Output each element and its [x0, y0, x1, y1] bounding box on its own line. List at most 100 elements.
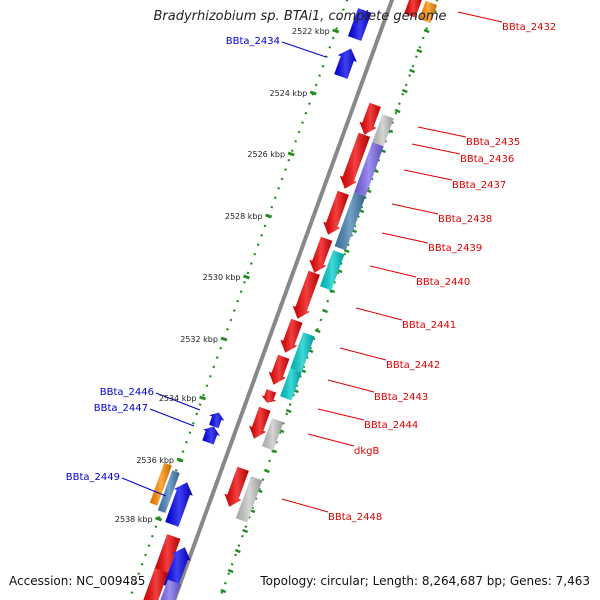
leader-line	[339, 347, 387, 361]
leader-line	[121, 477, 167, 497]
leader-line	[457, 11, 503, 23]
gene-label-forward: BBta_2442	[386, 360, 440, 371]
leader-line	[149, 408, 195, 427]
scale-tick-mark	[176, 457, 184, 463]
gene-labels: BBta_2432 BBta_2435 BBta_2436 BBta_2437 BBta…	[66, 22, 556, 523]
scale-tick-label: 2530 kbp	[203, 273, 241, 282]
gene-arrow-shading	[163, 547, 191, 590]
leader-line	[403, 169, 453, 181]
outer-tick-mark	[220, 588, 227, 594]
gene-arrow-shading	[154, 534, 181, 575]
outer-tick-mark	[409, 68, 416, 74]
gene-arrow-shading	[334, 192, 366, 251]
gene-arrow-shading	[290, 332, 315, 373]
backbone-line	[172, 0, 395, 600]
outer-tick-mark	[285, 408, 292, 414]
gene-arrow-shading	[371, 114, 394, 149]
gene-arrow-shading	[262, 418, 284, 451]
leader-line	[355, 307, 403, 321]
outer-tick-mark	[271, 448, 278, 454]
outer-tick-mark	[234, 548, 241, 554]
gene-arrow-shading	[348, 8, 372, 41]
gene-label-reverse: BBta_2434	[226, 36, 280, 47]
outer-tick-mark	[242, 528, 249, 534]
gene-arrow-shading	[224, 466, 249, 507]
gene-label-forward: BBta_2435	[466, 137, 520, 148]
leader-line	[317, 408, 365, 421]
gene-arrow-shading	[280, 318, 303, 353]
gene-arrow-shading	[235, 476, 263, 523]
scale-tick-mark	[332, 28, 340, 34]
gene-label-reverse: BBta_2449	[66, 472, 120, 483]
topology-text: Topology: circular; Length: 8,264,687 bp…	[260, 574, 590, 588]
outer-tick-mark	[416, 48, 423, 54]
outer-tick-mark	[263, 468, 270, 474]
gene-label-forward: BBta_2432	[502, 22, 556, 33]
leader-line	[417, 126, 467, 138]
label-leader-lines	[121, 11, 503, 513]
leader-line	[155, 392, 201, 411]
outer-tick-mark	[329, 288, 336, 294]
outer-tick-mark	[394, 108, 401, 114]
gene-arrow-shading	[334, 48, 357, 79]
scale-tick-mark	[199, 395, 207, 401]
gene-arrow-shading	[143, 568, 169, 600]
gene-arrow-shading	[261, 389, 277, 403]
scale-tick-mark	[265, 213, 273, 219]
scale-tick-label: 2536 kbp	[136, 456, 174, 465]
outer-tick-mark	[314, 328, 321, 334]
scale-tick-mark	[242, 274, 250, 280]
leader-line	[281, 498, 329, 513]
outer-tick-mark	[343, 248, 350, 254]
gene-label-forward: BBta_2444	[364, 420, 418, 431]
genome-backbone	[172, 0, 395, 600]
gene-label-reverse: BBta_2447	[94, 403, 148, 414]
gene-arrow-shading	[320, 250, 345, 291]
scale-tick-mark	[309, 90, 317, 96]
gene-arrow-shading	[404, 0, 422, 18]
gene-arrow-shading	[160, 579, 181, 600]
gene-label-forward: BBta_2439	[428, 243, 482, 254]
gene-label-forward: BBta_2443	[374, 392, 428, 403]
scale-tick-label: 2528 kbp	[225, 212, 263, 221]
gene-arrow-shading	[249, 406, 271, 439]
gene-arrow-shading	[323, 190, 349, 235]
gene-label-forward: dkgB	[354, 446, 379, 457]
gene-arrow-shading	[149, 462, 172, 506]
scale-tick-labels: 2522 kbp 2524 kbp 2526 kbp 2528 kbp 2530 kbp…	[115, 27, 340, 524]
gene-label-forward: BBta_2441	[402, 320, 456, 331]
gene-label-forward: BBta_2440	[416, 277, 470, 288]
map-title: Bradyrhizobium sp. BTAi1, complete genom…	[153, 9, 447, 24]
gene-label-reverse: BBta_2446	[100, 387, 154, 398]
gene-arrow-shading	[339, 132, 370, 189]
scale-tick-mark	[155, 516, 163, 522]
scale-tick-label: 2538 kbp	[115, 515, 153, 524]
scale-tick-mark	[287, 151, 295, 157]
gene-label-forward: BBta_2438	[438, 214, 492, 225]
outer-tick-mark	[401, 88, 408, 94]
scale-tick-label: 2532 kbp	[180, 335, 218, 344]
gene-label-forward: BBta_2436	[460, 154, 514, 165]
gene-arrow-shading	[202, 426, 220, 445]
outer-tick-mark	[423, 28, 430, 34]
scale-tick-label: 2534 kbp	[159, 394, 197, 403]
scale-tick-label: 2526 kbp	[247, 150, 285, 159]
leader-line	[281, 41, 327, 58]
gene-arrow-shading	[268, 354, 290, 385]
gene-arrow-shading	[292, 270, 320, 319]
outer-tick-mark	[322, 308, 328, 314]
gene-label-forward: BBta_2448	[328, 512, 382, 523]
gene-arrow-shading	[165, 482, 193, 527]
scale-tick-mark	[220, 336, 228, 342]
leader-line	[381, 232, 429, 244]
gene-features	[143, 0, 437, 600]
scale-tick-label: 2524 kbp	[270, 89, 308, 98]
leader-line	[369, 265, 417, 278]
leader-line	[411, 143, 461, 155]
gene-arrow-shading	[359, 102, 381, 135]
accession-text: Accession: NC_009485	[9, 574, 146, 588]
gene-arrow-shading	[354, 142, 384, 197]
leader-line	[327, 379, 375, 393]
